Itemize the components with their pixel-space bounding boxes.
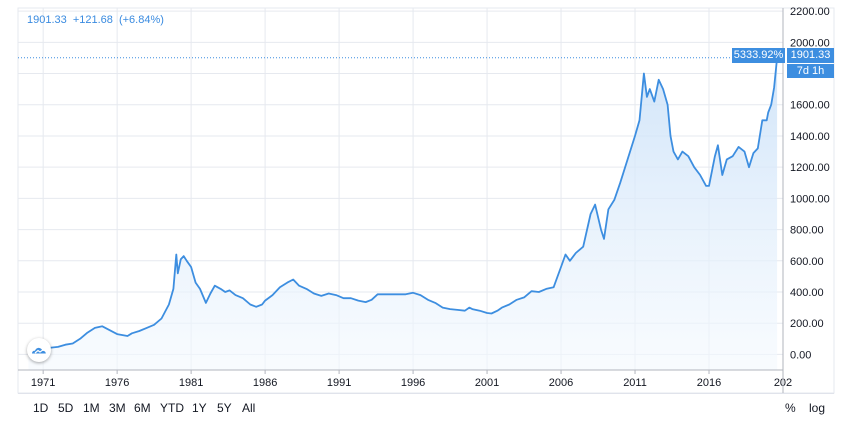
log-scale-toggle[interactable]: log: [809, 401, 826, 415]
x-tick-label: 1971: [31, 377, 55, 389]
legend-change-pct: (+6.84%): [118, 14, 164, 26]
y-tick-label: 1200.00: [790, 162, 830, 174]
price-legend: 1901.33 +121.68 (+6.84%): [27, 14, 167, 26]
range-ytd-button[interactable]: YTD: [160, 401, 184, 415]
series-line: [28, 57, 778, 350]
y-tick-label: 400.00: [790, 287, 824, 299]
range-all-button[interactable]: All: [242, 401, 256, 415]
y-tick-label: 1400.00: [790, 131, 830, 143]
x-tick-label: 1991: [327, 377, 351, 389]
x-tick-label: 2016: [697, 377, 721, 389]
range-1m-button[interactable]: 1M: [83, 401, 100, 415]
tradingview-cloud-icon[interactable]: [27, 338, 51, 362]
y-tick-label: 0.00: [790, 349, 811, 361]
bar-countdown-tag: 7d 1h: [787, 64, 834, 78]
percent-scale-toggle[interactable]: %: [785, 401, 796, 415]
series-area: [28, 57, 778, 370]
y-tick-label: 1000.00: [790, 193, 830, 205]
range-5y-button[interactable]: 5Y: [217, 401, 232, 415]
range-5d-button[interactable]: 5D: [58, 401, 74, 415]
legend-change: +121.68: [72, 14, 113, 26]
plot-area: [18, 57, 783, 370]
y-tick-label: 2200.00: [790, 6, 830, 18]
axes: 0.00 200.00 400.00 600.00 800.00 1000.00 1200.…: [18, 6, 830, 393]
y-tick-label: 600.00: [790, 256, 824, 268]
legend-price: 1901.33: [27, 14, 67, 26]
range-6m-button[interactable]: 6M: [134, 401, 151, 415]
range-1d-button[interactable]: 1D: [33, 401, 49, 415]
x-tick-label: 1981: [179, 377, 203, 389]
x-tick-label: 2006: [549, 377, 573, 389]
last-price-tag: 1901.33: [787, 48, 834, 63]
x-tick-label: 1986: [253, 377, 277, 389]
y-tick-label: 1600.00: [790, 100, 830, 112]
percent-change-tag: 5333.92%: [732, 48, 785, 63]
bottom-toolbar: 1D 5D 1M 3M 6M YTD 1Y 5Y All % log: [18, 393, 834, 425]
x-tick-label: 2011: [623, 377, 647, 389]
x-tick-label: 2001: [475, 377, 499, 389]
y-tick-label: 200.00: [790, 318, 824, 330]
y-tick-label: 800.00: [790, 225, 824, 237]
y-tick-label: 2000.00: [790, 37, 830, 49]
range-3m-button[interactable]: 3M: [109, 401, 126, 415]
range-1y-button[interactable]: 1Y: [192, 401, 207, 415]
x-tick-label: 1976: [105, 377, 129, 389]
x-tick-label: 1996: [401, 377, 425, 389]
